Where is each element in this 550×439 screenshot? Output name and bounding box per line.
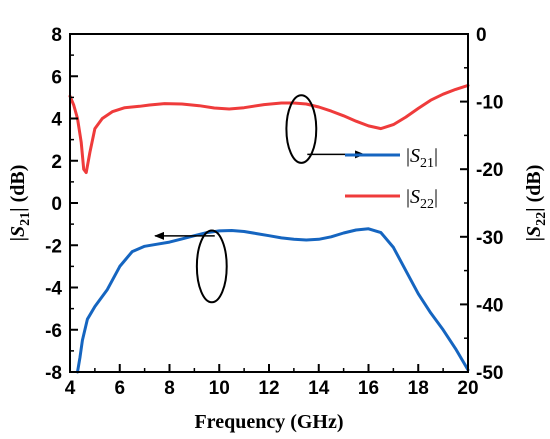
- x-tick-label-2: 8: [164, 378, 175, 399]
- y-right-title-base: S: [523, 226, 545, 237]
- y-right-tick-label-4: -10: [476, 93, 503, 114]
- y-left-tick-label-8: 8: [51, 25, 62, 46]
- series-s22-line: [68, 83, 470, 175]
- y-left-tick-label-1: -6: [45, 321, 62, 342]
- y-left-title-prefix: |: [7, 237, 29, 241]
- x-tick-label-7: 18: [408, 378, 429, 399]
- series-s21-line: [76, 227, 470, 374]
- x-tick-label-4: 12: [258, 378, 279, 399]
- x-tick-label-5: 14: [308, 378, 330, 399]
- y-right-axis-title: |S22| (dB): [523, 165, 549, 242]
- legend-label-s21: |S21|: [406, 145, 438, 171]
- y-right-tick-label-1: -40: [476, 295, 503, 316]
- x-tick-label-0: 4: [65, 378, 76, 399]
- legend-s22-sub: 22: [420, 197, 434, 212]
- legend-s21-base: S: [410, 145, 420, 167]
- y-left-tick-label-3: -2: [45, 236, 62, 257]
- y-right-tick-label-5: 0: [476, 25, 487, 46]
- y-left-tick-label-0: -8: [45, 363, 62, 384]
- y-left-title-sub: 21: [18, 212, 33, 226]
- legend-s21-prefix: |: [406, 145, 410, 167]
- legend-s22-suffix: |: [434, 186, 438, 208]
- y-left-tick-label-7: 6: [51, 67, 62, 88]
- x-axis-title: Frequency (GHz): [194, 411, 343, 433]
- legend-s22-prefix: |: [406, 186, 410, 208]
- y-left-title-base: S: [7, 226, 29, 237]
- y-left-tick-label-6: 4: [51, 110, 62, 131]
- y-left-tick-label-4: 0: [51, 194, 62, 215]
- y-right-title-suffix: | (dB): [523, 165, 545, 212]
- annotation-ellipse-right: [285, 94, 318, 164]
- y-left-axis-title: |S21| (dB): [7, 165, 33, 242]
- y-left-tick-label-5: 2: [51, 152, 62, 173]
- annotation-ellipse-left: [195, 229, 228, 304]
- legend-s21-sub: 21: [420, 156, 434, 171]
- y-right-tick-label-0: -50: [476, 363, 503, 384]
- y-right-tick-label-3: -20: [476, 160, 503, 181]
- legend-s22-base: S: [410, 186, 420, 208]
- y-right-title-sub: 22: [534, 212, 549, 226]
- y-right-tick-label-2: -30: [476, 228, 503, 249]
- x-tick-label-3: 10: [209, 378, 230, 399]
- y-left-title-suffix: | (dB): [7, 165, 29, 212]
- legend-s21-suffix: |: [434, 145, 438, 167]
- x-tick-label-6: 16: [358, 378, 379, 399]
- legend-label-s22: |S22|: [406, 186, 438, 212]
- y-right-title-prefix: |: [523, 237, 545, 241]
- legend: |S21| |S22|: [345, 145, 438, 212]
- x-tick-label-1: 6: [114, 378, 125, 399]
- x-tick-label-8: 20: [457, 378, 478, 399]
- y-left-tick-label-2: -4: [45, 279, 62, 300]
